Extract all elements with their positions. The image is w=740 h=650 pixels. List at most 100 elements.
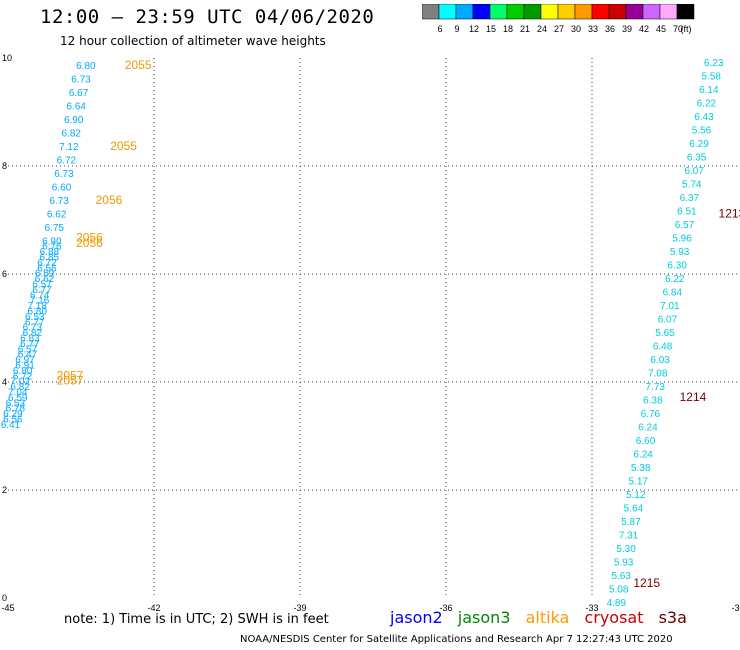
wave-height-label: 5.63 [611,571,631,582]
colorbar-swatch [676,4,695,20]
wave-height-label: 6.22 [697,99,717,110]
wave-height-label: 6.43 [694,112,714,123]
wave-height-label: 5.93 [614,558,634,569]
wave-height-label: 6.78 [6,404,26,415]
wave-height-label: 6.73 [49,196,69,207]
colorbar-unit: (ft) [681,24,692,34]
y-tick-label: 2 [2,485,7,495]
x-tick-label: -42 [147,603,160,612]
wave-height-label: 5.93 [670,247,690,258]
wave-height-label: 7.04 [8,388,28,399]
wave-height-label: 5.74 [682,180,702,191]
colorbar-label: 24 [537,24,547,34]
time-label: 2055 [110,139,137,153]
time-label: 2056 [76,231,103,245]
legend-jason2: jason2 [390,608,443,627]
wave-height-label: 6.24 [633,450,653,461]
altimeter-chart: -45 -42 -39 -36 -33 -30 0 2 4 6 8 10 6.80 6.73 6.67 6.6… [1,53,740,612]
wave-height-label: 6.29 [689,139,709,150]
wave-height-label: 6.80 [27,307,47,318]
wave-height-label: 7.31 [619,531,639,542]
wave-height-label: 5.87 [621,517,641,528]
x-tick-label: -33 [585,603,598,612]
time-label: 2057 [57,368,84,382]
wave-height-label: 6.48 [653,342,673,353]
wave-height-label: 5.58 [702,72,722,83]
wave-height-label: 6.82 [23,328,43,339]
wave-height-label: 6.07 [684,166,704,177]
wave-height-label: 6.64 [66,101,86,112]
x-tick-label: -39 [293,603,306,612]
wave-height-label: 7.18 [27,301,47,312]
wave-height-label: 5.56 [692,126,712,137]
wave-height-label: 6.53 [25,312,45,323]
wave-height-label: 6.56 [37,263,57,274]
colorbar-label: 12 [469,24,479,34]
time-label: 2057 [57,374,84,388]
colorbar: 6 9 12 15 18 21 24 27 30 33 36 39 42 45 70(ft) [422,4,695,34]
wave-height-label: 5.96 [672,234,692,245]
wave-height-label: 6.23 [704,58,724,69]
wave-height-label: 6.84 [663,288,683,299]
chart-subtitle: 12 hour collection of altimeter wave hei… [60,34,326,48]
x-tick-label: -36 [439,603,452,612]
satellite-legend: jason2 jason3 altika cryosat s3a [390,608,697,627]
time-label: 2055 [125,58,152,72]
credit-line: NOAA/NESDIS Center for Satellite Applica… [240,634,673,645]
wave-height-label: 6.14 [699,85,719,96]
wave-height-label: 6.77 [25,317,45,328]
wave-height-label: 6.41 [1,420,21,431]
wave-height-label: 6.76 [641,409,661,420]
wave-height-label: 6.59 [35,269,55,280]
wave-height-label: 7.01 [660,301,680,312]
wave-height-label: 6.73 [71,74,91,85]
x-tick-label: -30 [731,603,740,612]
colorbar-label: 30 [571,24,581,34]
wave-height-label: 6.72 [13,371,33,382]
colorbar-label: 18 [503,24,513,34]
wave-height-label: 6.59 [8,393,28,404]
wave-height-label: 6.76 [42,242,62,253]
legend-altika: altika [525,608,570,627]
wave-height-label: 6.73 [23,323,43,334]
wave-height-label: 6.82 [62,128,82,139]
wave-height-label: 6.53 [6,398,26,409]
wave-height-label: 6.57 [32,280,52,291]
time-label: 2056 [96,193,123,207]
chart-title: 12:00 – 23:59 UTC 04/06/2020 [40,6,375,28]
wave-height-label: 6.47 [18,350,38,361]
colorbar-label: 70 [673,24,683,34]
wave-height-label: 6.97 [15,355,35,366]
wave-height-label: 6.57 [18,344,38,355]
wave-height-label: 6.82 [10,382,30,393]
wave-height-label: 6.37 [680,193,700,204]
wave-height-label: 6.85 [40,253,60,264]
wave-height-label: 6.38 [643,396,663,407]
wave-height-label: 6.35 [687,153,707,164]
colorbar-label: 39 [622,24,632,34]
wave-height-label: 5.08 [609,585,629,596]
colorbar-label: 33 [588,24,598,34]
wave-height-label: 6.77 [32,285,52,296]
time-label: 1214 [680,390,707,404]
legend-jason3: jason3 [457,608,511,627]
colorbar-label: 36 [605,24,615,34]
wave-height-label: 6.90 [64,115,84,126]
wave-height-label: 6.80 [13,366,33,377]
wave-height-label: 5.64 [624,504,644,515]
wave-height-label: 5.65 [655,328,675,339]
wave-height-label: 7.16 [30,296,50,307]
wave-height-label: 6.73 [54,169,74,180]
colorbar-label: 42 [639,24,649,34]
wave-height-label: 6.60 [52,182,72,193]
colorbar-label: 21 [520,24,530,34]
note-text: note: 1) Time is in UTC; 2) SWH is in fe… [64,612,329,627]
wave-height-label: 6.03 [650,355,670,366]
wave-height-label: 6.80 [76,61,96,72]
wave-height-label: 6.07 [658,315,678,326]
wave-height-label: 6.60 [636,436,656,447]
y-tick-label: 10 [2,53,12,63]
wave-height-label: 6.30 [667,261,687,272]
wave-height-label: 7.12 [59,142,79,153]
wave-height-label: 6.56 [3,415,23,426]
